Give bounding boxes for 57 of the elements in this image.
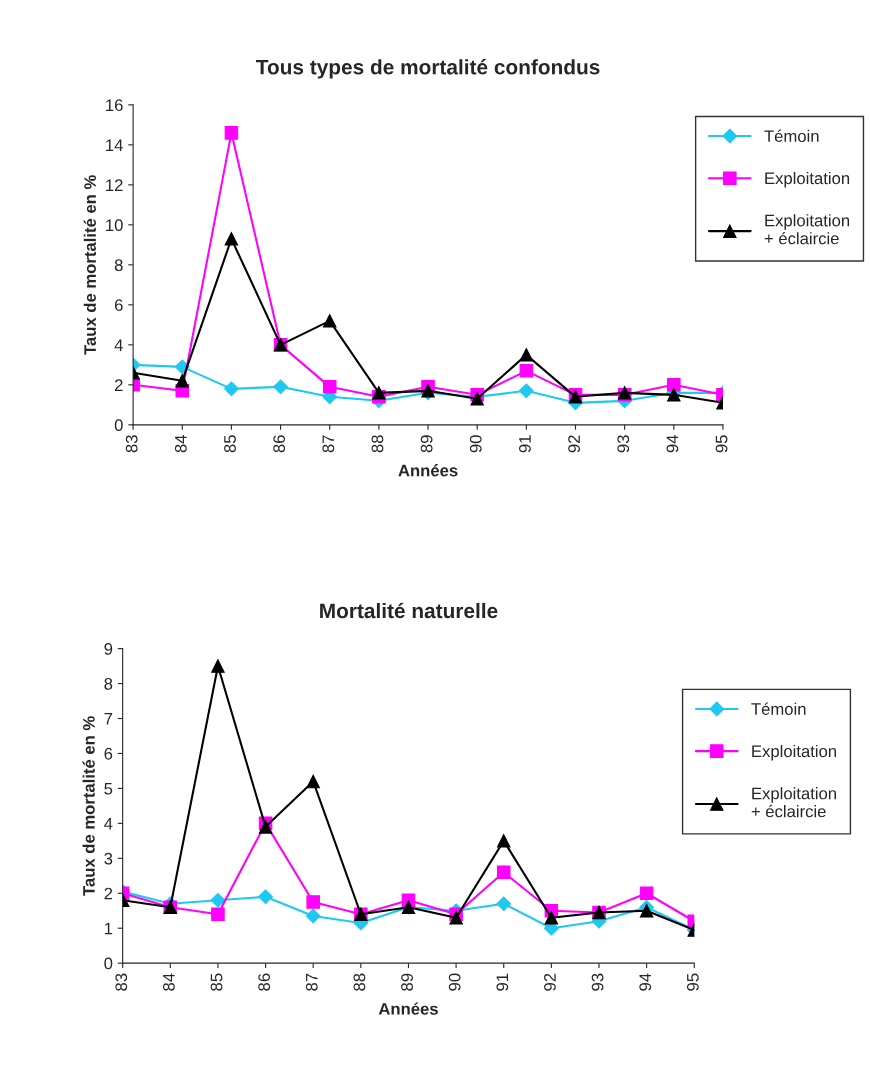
y-tick-label: 7 [104, 713, 113, 725]
legend-label: Témoin [764, 129, 819, 143]
x-tick-label: 85 [210, 973, 223, 991]
x-tick-label: 89 [401, 973, 413, 991]
x-tick-label: 93 [591, 973, 604, 991]
y-tick-label: 4 [104, 817, 113, 830]
y-tick-label: 2 [114, 379, 123, 391]
x-tick-label: 88 [353, 973, 366, 991]
x-tick-label: 84 [162, 973, 175, 991]
legend-label: Exploitation [765, 171, 850, 188]
x-tick-label: 87 [322, 435, 335, 453]
x-tick-label: 86 [258, 973, 271, 991]
x-axis-title: Années [378, 1002, 438, 1015]
legend-label: Exploitation [752, 744, 836, 761]
y-tick-label: 8 [104, 677, 113, 690]
y-tick-label: 16 [106, 99, 123, 112]
y-axis-title: Taux de mortalité en % [82, 716, 95, 896]
y-tick-label: 5 [104, 782, 113, 795]
x-tick-label: 87 [305, 973, 318, 991]
x-tick-label: 90 [448, 973, 461, 991]
y-axis-title: Taux de mortalité en % [83, 175, 96, 355]
x-tick-label: 90 [469, 435, 482, 453]
x-tick-label: 85 [224, 435, 236, 453]
x-tick-label: 83 [125, 435, 138, 453]
legend-label: Exploitation + éclaircie [764, 214, 850, 245]
x-tick-label: 83 [115, 973, 128, 991]
legend-label: Exploitation + éclaircie [751, 787, 836, 818]
x-tick-label: 92 [568, 435, 580, 453]
x-tick-label: 95 [715, 435, 728, 453]
chart-title: Tous types de mortalité confondus [256, 59, 600, 79]
y-tick-label: 6 [114, 299, 123, 312]
x-tick-label: 84 [174, 435, 187, 453]
x-axis-title: Années [398, 464, 458, 477]
legend-label: Témoin [751, 702, 806, 715]
x-tick-label: 91 [496, 973, 509, 991]
y-tick-label: 12 [106, 179, 123, 191]
x-tick-label: 89 [420, 435, 433, 453]
y-tick-label: 3 [104, 852, 113, 865]
chart-title: Mortalité naturelle [320, 602, 498, 619]
x-tick-label: 88 [371, 435, 384, 453]
x-tick-label: 92 [544, 973, 556, 991]
x-tick-label: 91 [519, 435, 531, 453]
y-tick-label: 1 [104, 922, 113, 935]
y-tick-label: 10 [106, 219, 123, 232]
y-tick-label: 9 [104, 643, 113, 655]
y-tick-label: 14 [106, 139, 123, 151]
y-tick-label: 2 [104, 887, 113, 900]
y-tick-label: 4 [114, 339, 123, 351]
x-tick-label: 94 [666, 435, 679, 453]
x-tick-label: 86 [273, 435, 286, 453]
x-tick-label: 94 [639, 973, 652, 991]
y-tick-label: 0 [104, 957, 113, 970]
y-tick-label: 8 [114, 259, 123, 272]
y-tick-label: 6 [104, 747, 113, 760]
x-tick-label: 93 [617, 435, 630, 453]
y-tick-label: 0 [114, 419, 123, 432]
x-tick-label: 95 [686, 973, 699, 991]
